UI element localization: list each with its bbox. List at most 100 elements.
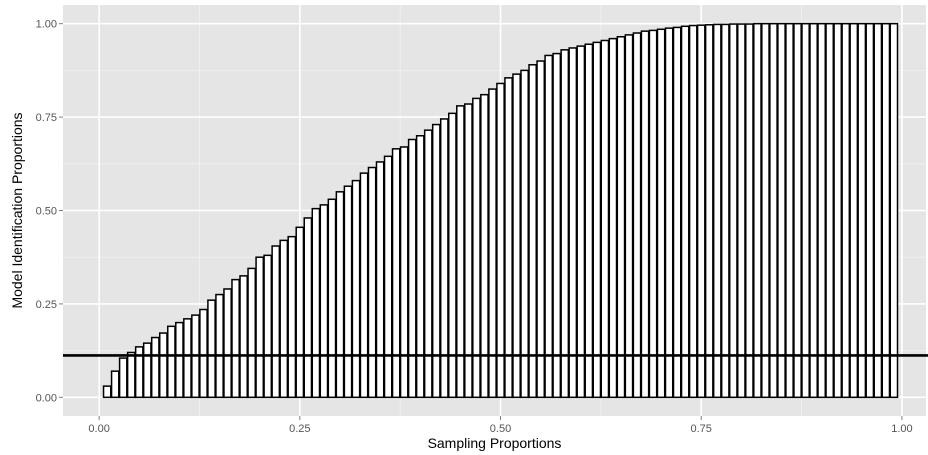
bar — [423, 129, 433, 399]
bar — [552, 52, 562, 399]
bar — [873, 22, 883, 399]
bar — [632, 32, 642, 399]
bar — [769, 22, 778, 399]
bar — [841, 22, 851, 399]
bar — [809, 22, 818, 399]
bar — [239, 275, 248, 399]
bar — [528, 64, 537, 399]
y-tick-label: 0.75 — [36, 112, 57, 124]
bar — [536, 60, 546, 399]
bar — [343, 185, 353, 399]
bar — [865, 22, 875, 399]
bar — [736, 23, 746, 399]
bar — [439, 118, 449, 399]
bar — [857, 22, 867, 399]
x-tick-label: 0.50 — [490, 423, 511, 435]
bar — [126, 351, 136, 399]
bar — [118, 357, 128, 399]
y-tick-label: 0.00 — [36, 392, 57, 404]
bar — [207, 299, 216, 399]
bar — [825, 22, 835, 399]
bar — [223, 288, 232, 399]
bar — [640, 30, 650, 399]
bar — [720, 23, 730, 399]
bar — [295, 226, 305, 399]
bar — [777, 22, 786, 399]
bar — [512, 73, 521, 399]
bar — [319, 204, 329, 399]
y-tick-label: 0.25 — [36, 299, 57, 311]
bar — [496, 82, 505, 399]
bar — [664, 27, 674, 399]
bar — [407, 138, 417, 399]
bar — [327, 198, 337, 399]
bar — [134, 346, 144, 399]
y-tick-label: 0.50 — [36, 206, 57, 218]
bar — [801, 22, 810, 399]
bar — [656, 28, 666, 399]
bar — [680, 25, 690, 399]
bar — [335, 191, 345, 399]
bar — [712, 23, 722, 399]
bar — [881, 22, 891, 399]
x-axis-title: Sampling Proportions — [428, 435, 562, 451]
bar — [504, 77, 513, 399]
bar — [672, 26, 682, 399]
bar — [817, 22, 826, 399]
bar — [761, 22, 770, 399]
bar — [480, 93, 489, 399]
x-tick-label: 1.00 — [891, 423, 912, 435]
bar — [616, 36, 626, 399]
bar — [696, 24, 706, 399]
bar — [431, 123, 441, 399]
bar — [359, 172, 369, 399]
x-tick-label: 0.25 — [289, 423, 310, 435]
bar — [456, 105, 465, 399]
bar — [375, 161, 385, 399]
bar — [849, 22, 859, 399]
bar — [158, 332, 168, 399]
bar — [447, 112, 457, 399]
bar — [833, 22, 843, 399]
bar — [544, 54, 554, 399]
bar — [287, 235, 297, 399]
bar — [745, 23, 754, 399]
bar — [889, 22, 899, 399]
bar — [231, 278, 240, 399]
x-tick-label: 0.00 — [88, 423, 109, 435]
bar — [383, 155, 393, 399]
bar — [728, 23, 738, 399]
bar — [520, 69, 529, 399]
bar — [391, 148, 401, 399]
bar — [255, 256, 265, 399]
bar — [271, 245, 281, 399]
bar — [279, 239, 289, 399]
bar — [584, 43, 594, 399]
bar — [150, 336, 160, 399]
bar — [110, 370, 120, 399]
bar — [367, 166, 377, 399]
bar — [167, 325, 176, 399]
y-tick-label: 1.00 — [36, 19, 57, 31]
bar — [199, 308, 208, 399]
bar — [785, 22, 794, 399]
bar — [464, 103, 473, 399]
bar — [576, 45, 586, 399]
bar — [472, 97, 481, 399]
bar — [560, 49, 570, 399]
bar — [263, 254, 273, 399]
x-axis-ticks: 0.00 0.25 0.50 0.75 1.00 — [88, 416, 913, 435]
bar — [753, 22, 762, 399]
bar — [303, 217, 313, 399]
bar — [215, 293, 224, 399]
bar — [648, 29, 658, 399]
bar — [688, 24, 698, 399]
bar — [704, 24, 714, 399]
bar — [415, 135, 425, 399]
y-axis-ticks: 0.00 0.25 0.50 0.75 1.00 — [36, 19, 63, 404]
bar — [793, 22, 802, 399]
bar — [247, 267, 257, 399]
bar — [399, 146, 409, 399]
bar — [624, 34, 634, 399]
